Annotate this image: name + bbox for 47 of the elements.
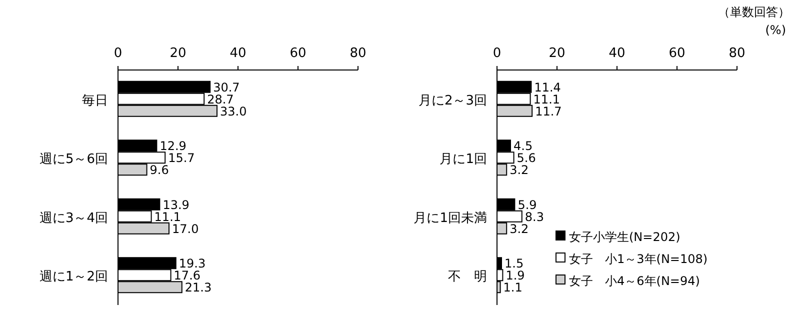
y-tick-label: 週に3～4回: [39, 210, 108, 226]
data-label: 11.1: [533, 92, 560, 106]
data-label: 28.7: [207, 92, 234, 106]
data-label: 5.6: [516, 151, 536, 166]
data-label: 11.1: [154, 210, 182, 224]
data-label: 19.3: [178, 256, 206, 271]
text: （単数回答）: [718, 5, 790, 19]
x-tick-label: 20: [548, 46, 566, 61]
data-label: 3.2: [510, 163, 529, 178]
data-label: 12.9: [160, 139, 186, 154]
x-tick-label: 40: [230, 46, 246, 61]
x-tick-label: 0: [492, 46, 502, 61]
y-tick-label: 週に5～6回: [39, 152, 108, 168]
data-label: 13.9: [162, 198, 190, 212]
data-label: 1.1: [503, 280, 522, 295]
data-label: 4.5: [514, 139, 533, 154]
data-label: 17.0: [172, 222, 199, 236]
y-tick-label: 月に2～3回: [418, 93, 487, 108]
data-label: 17.6: [174, 268, 201, 283]
data-label: 3.2: [510, 222, 529, 236]
data-label: 21.3: [184, 280, 212, 295]
data-label: 1.5: [504, 256, 524, 271]
x-tick-label: 80: [728, 46, 746, 61]
legend-label: 女子 小1～3年(N=108): [569, 252, 708, 266]
legend-label: 女子小学生(N=202): [569, 230, 680, 244]
x-tick-label: 20: [170, 46, 186, 61]
data-label: 15.7: [168, 151, 195, 166]
legend-label: 女子 小4～6年(N=94): [569, 274, 700, 288]
x-tick-label: 80: [350, 46, 366, 61]
data-label: 11.4: [534, 80, 561, 94]
y-tick-label: 月に1回未満: [414, 210, 487, 226]
data-label: 5.9: [518, 198, 537, 212]
y-tick-label: 毎日: [82, 93, 108, 108]
data-label: 33.0: [220, 104, 247, 118]
data-label: 8.3: [524, 210, 544, 224]
x-tick-label: 60: [668, 46, 686, 61]
data-label: 30.7: [213, 80, 240, 94]
data-label: 11.7: [535, 104, 562, 118]
y-tick-label: 月に1回: [440, 152, 487, 168]
x-tick-label: 60: [290, 46, 306, 61]
data-label: 9.6: [150, 163, 169, 178]
y-tick-label: 週に1～2回: [39, 270, 108, 285]
x-tick-label: 0: [114, 46, 122, 61]
y-tick-label: 不 明: [448, 270, 487, 285]
x-tick-label: 40: [608, 46, 626, 61]
data-label: 1.9: [506, 268, 525, 283]
text: (%): [765, 23, 786, 37]
